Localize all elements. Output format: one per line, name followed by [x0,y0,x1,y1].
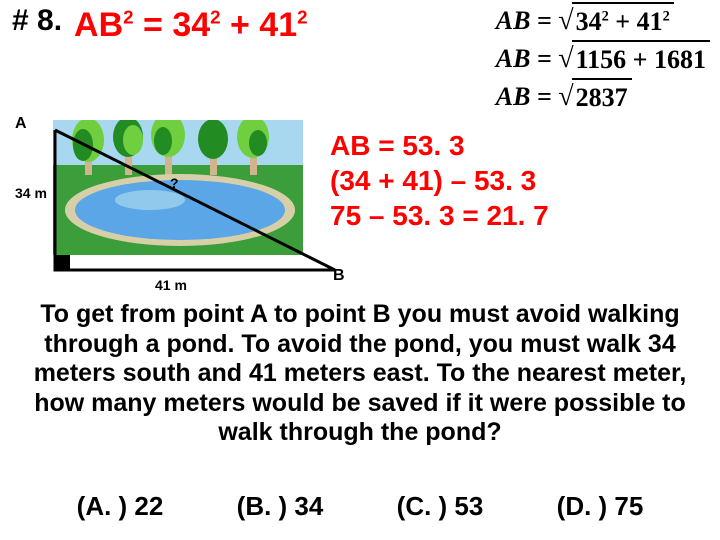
f1-radicand: 342 + 412 [572,2,674,39]
sqrt-3: √ 2837 [558,78,631,116]
eq-t2-exp: 2 [297,7,307,28]
eq-lhs-base: AB [74,6,123,44]
f1-a: 34 [576,7,602,36]
f3-radicand: 2837 [572,78,632,115]
eq-equals: = [134,6,173,44]
sqrt-2: √ 1156 + 1681 [558,40,710,78]
f1-b: 41 [637,7,663,36]
f2-radicand: 1156 + 1681 [572,40,710,77]
label-point-b: B [333,267,345,285]
eq-t1-exp: 2 [210,7,220,28]
solution-block: AB = 53. 3 (34 + 41) – 53. 3 75 – 53. 3 … [330,128,549,233]
choice-c[interactable]: (C. ) 53 [397,491,484,522]
eq-lhs-exp: 2 [123,7,133,28]
formula-line-3: AB = √ 2837 [496,78,710,116]
choice-d[interactable]: (D. ) 75 [557,491,644,522]
diagram-svg [15,115,345,295]
answer-choices: (A. ) 22 (B. ) 34 (C. ) 53 (D. ) 75 [0,491,720,522]
solution-line-2: (34 + 41) – 53. 3 [330,163,549,198]
pond-diagram: A 34 m 41 m B ? [15,115,345,295]
sqrt-1: √ 342 + 412 [558,2,674,40]
problem-text: To get from point A to point B you must … [0,300,720,448]
f2-lhs: AB = [496,44,552,73]
label-hypotenuse: ? [170,175,179,191]
eq-t1-base: 34 [172,6,210,44]
main-equation: AB2 = 342 + 412 [74,6,307,45]
formula-line-1: AB = √ 342 + 412 [496,2,710,40]
solution-line-3: 75 – 53. 3 = 21. 7 [330,198,549,233]
question-number: # 8. [12,4,62,38]
choice-b[interactable]: (B. ) 34 [237,491,324,522]
eq-t2-base: 41 [259,6,297,44]
formula-block: AB = √ 342 + 412 AB = √ 1156 + 1681 AB =… [496,2,710,115]
label-side-a: 34 m [15,185,47,201]
formula-line-2: AB = √ 1156 + 1681 [496,40,710,78]
f1-plus: + [609,7,637,36]
eq-plus: + [221,6,260,44]
label-side-b: 41 m [155,277,187,293]
label-point-a: A [15,115,27,133]
f3-lhs: AB = [496,82,552,111]
solution-line-1: AB = 53. 3 [330,128,549,163]
f1-lhs: AB = [496,6,552,35]
choice-a[interactable]: (A. ) 22 [77,491,164,522]
